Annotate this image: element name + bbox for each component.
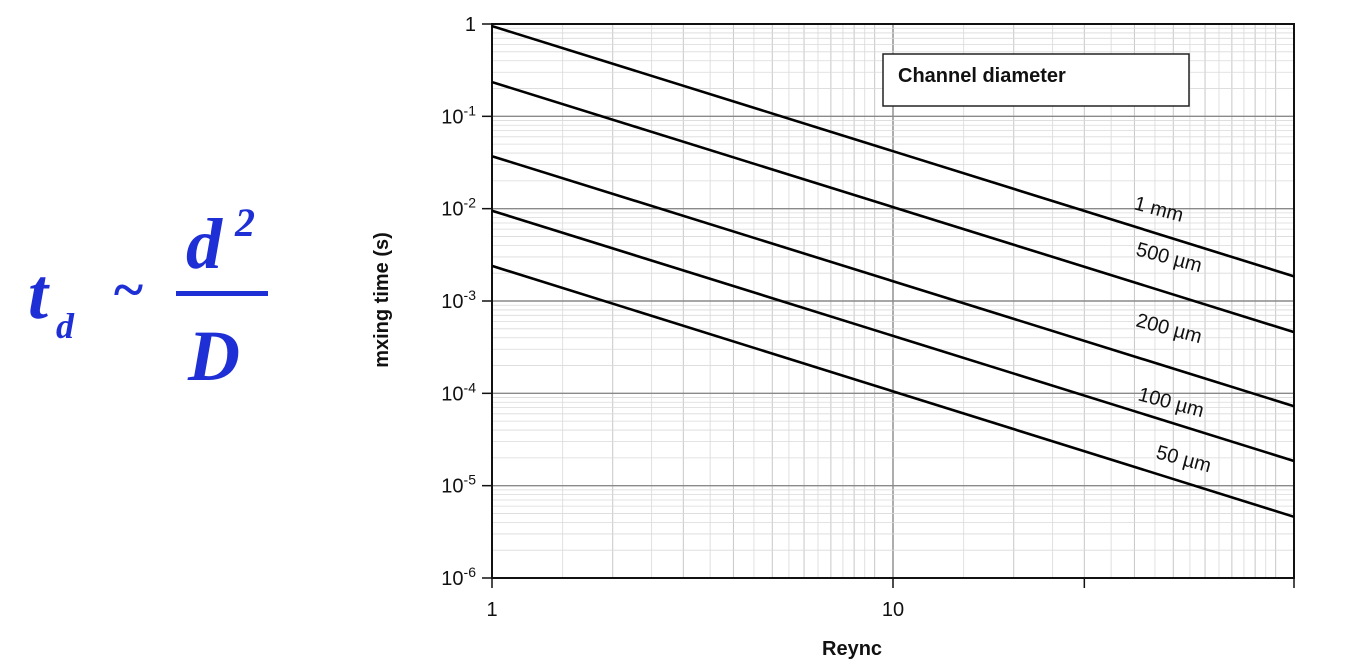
formula-t: t — [28, 254, 50, 334]
x-tick-label: 1 — [486, 599, 497, 621]
series-label: 100 µm — [1136, 384, 1207, 423]
series-label: 50 µm — [1154, 442, 1214, 478]
formula-relation: ~ — [112, 259, 144, 321]
x-axis-ticks: 1 10 — [486, 578, 1295, 621]
formula-numerator: d — [186, 204, 223, 284]
legend-box: Channel diameter — [882, 53, 1190, 107]
y-axis-title: mxing time (s) — [371, 232, 393, 368]
grid — [491, 24, 1294, 579]
series-line — [491, 209, 1295, 463]
series-line — [491, 154, 1295, 408]
series-line — [491, 264, 1295, 519]
series-label: 1 mm — [1132, 193, 1186, 227]
x-tick-label: 10 — [882, 599, 904, 621]
series-line — [491, 80, 1295, 334]
x-axis-title: Reync — [822, 638, 882, 660]
y-tick-label: 1 — [465, 14, 476, 36]
y-tick-label: 10-4 — [441, 379, 476, 405]
formula-denominator: D — [187, 316, 240, 396]
y-tick-label: 10-6 — [441, 564, 476, 590]
series-line — [491, 24, 1295, 278]
y-tick-label: 10-3 — [441, 287, 476, 313]
series-lines — [491, 24, 1295, 519]
diffusion-time-formula: t d ~ d 2 D — [28, 200, 268, 396]
y-tick-label: 10-1 — [441, 102, 476, 128]
y-tick-label: 10-5 — [441, 472, 476, 498]
y-tick-label: 10-2 — [441, 195, 476, 221]
y-axis-ticks: 1 10-1 10-2 10-3 10-4 10-5 10-6 — [441, 14, 492, 590]
formula-fraction-bar — [176, 291, 268, 296]
formula-subscript-d: d — [56, 306, 75, 346]
legend-frame — [882, 53, 1190, 107]
formula-exponent: 2 — [234, 200, 255, 245]
legend-title: Channel diameter — [898, 65, 1066, 87]
